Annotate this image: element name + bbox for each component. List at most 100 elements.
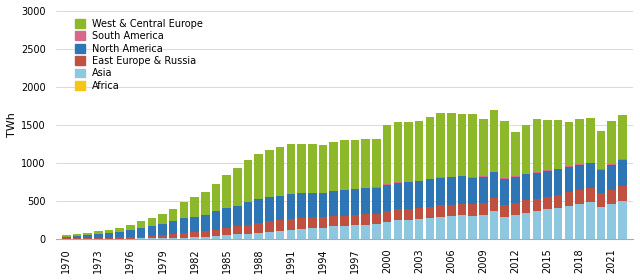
Bar bbox=[201, 231, 209, 237]
Bar bbox=[330, 192, 338, 216]
Bar bbox=[169, 209, 177, 221]
Bar bbox=[158, 214, 167, 224]
Bar bbox=[500, 217, 509, 239]
Bar bbox=[244, 234, 252, 239]
Bar bbox=[479, 215, 488, 239]
Bar bbox=[340, 190, 349, 216]
Bar bbox=[212, 184, 220, 211]
Bar bbox=[372, 214, 381, 224]
Bar bbox=[223, 175, 231, 208]
Bar bbox=[62, 237, 70, 238]
Bar bbox=[105, 233, 113, 238]
Bar bbox=[436, 113, 445, 177]
Bar bbox=[554, 120, 563, 169]
Bar bbox=[115, 237, 124, 239]
Bar bbox=[340, 226, 349, 239]
Bar bbox=[436, 177, 445, 178]
Bar bbox=[115, 228, 124, 232]
Bar bbox=[73, 238, 81, 239]
Bar bbox=[468, 178, 477, 204]
Bar bbox=[115, 232, 124, 237]
Bar bbox=[500, 179, 509, 205]
Bar bbox=[201, 192, 209, 214]
Bar bbox=[180, 233, 188, 238]
Bar bbox=[233, 206, 242, 227]
Bar bbox=[575, 119, 584, 164]
Bar bbox=[297, 193, 306, 218]
Bar bbox=[564, 122, 573, 166]
Bar bbox=[180, 238, 188, 239]
Bar bbox=[596, 170, 605, 193]
Bar bbox=[169, 238, 177, 239]
Bar bbox=[543, 197, 552, 209]
Bar bbox=[137, 221, 145, 228]
Bar bbox=[618, 201, 627, 239]
Bar bbox=[73, 236, 81, 238]
Bar bbox=[308, 217, 317, 228]
Bar bbox=[383, 185, 392, 211]
Bar bbox=[169, 221, 177, 234]
Bar bbox=[319, 228, 327, 239]
Bar bbox=[276, 147, 284, 195]
Bar bbox=[511, 177, 520, 203]
Bar bbox=[287, 230, 295, 239]
Bar bbox=[532, 211, 541, 239]
Bar bbox=[126, 237, 134, 239]
Bar bbox=[554, 208, 563, 239]
Bar bbox=[543, 209, 552, 239]
Bar bbox=[468, 204, 477, 216]
Bar bbox=[532, 199, 541, 211]
Bar bbox=[330, 216, 338, 226]
Bar bbox=[351, 225, 359, 239]
Bar bbox=[500, 178, 509, 179]
Bar bbox=[297, 229, 306, 239]
Bar bbox=[479, 119, 488, 176]
Bar bbox=[233, 234, 242, 239]
Bar bbox=[158, 224, 167, 235]
Bar bbox=[575, 164, 584, 165]
Bar bbox=[255, 223, 263, 233]
Bar bbox=[244, 202, 252, 225]
Bar bbox=[447, 113, 456, 177]
Bar bbox=[586, 164, 595, 188]
Bar bbox=[190, 217, 199, 232]
Bar bbox=[362, 214, 370, 225]
Bar bbox=[212, 230, 220, 236]
Bar bbox=[308, 144, 317, 193]
Bar bbox=[607, 164, 616, 165]
Bar bbox=[458, 114, 466, 176]
Bar bbox=[532, 172, 541, 199]
Bar bbox=[94, 234, 102, 238]
Bar bbox=[137, 237, 145, 239]
Bar bbox=[351, 215, 359, 225]
Bar bbox=[372, 187, 381, 188]
Bar bbox=[126, 225, 134, 230]
Bar bbox=[201, 237, 209, 239]
Bar bbox=[265, 197, 274, 221]
Bar bbox=[372, 188, 381, 214]
Bar bbox=[319, 145, 327, 193]
Bar bbox=[255, 199, 263, 223]
Bar bbox=[308, 193, 317, 217]
Bar bbox=[554, 169, 563, 195]
Bar bbox=[394, 220, 402, 239]
Bar bbox=[394, 122, 402, 182]
Bar bbox=[287, 144, 295, 194]
Bar bbox=[297, 218, 306, 229]
Bar bbox=[201, 215, 209, 231]
Bar bbox=[511, 176, 520, 177]
Bar bbox=[190, 232, 199, 237]
Bar bbox=[618, 160, 627, 186]
Bar bbox=[607, 165, 616, 190]
Bar bbox=[436, 178, 445, 205]
Bar bbox=[490, 211, 499, 239]
Bar bbox=[244, 225, 252, 234]
Bar bbox=[415, 207, 424, 219]
Bar bbox=[404, 209, 413, 220]
Bar bbox=[618, 159, 627, 160]
Bar bbox=[404, 220, 413, 239]
Bar bbox=[180, 202, 188, 218]
Bar bbox=[362, 139, 370, 188]
Bar bbox=[479, 177, 488, 203]
Bar bbox=[126, 230, 134, 237]
